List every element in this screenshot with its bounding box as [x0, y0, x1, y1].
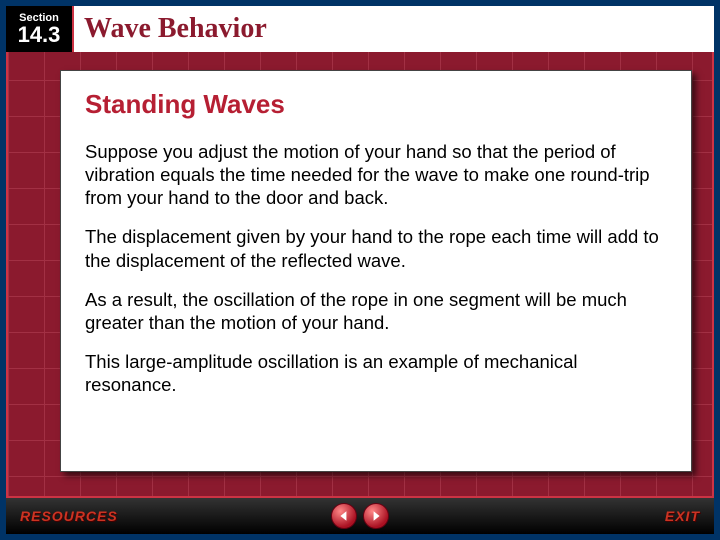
exit-button[interactable]: EXIT — [665, 508, 700, 524]
resources-button[interactable]: RESOURCES — [20, 508, 118, 524]
prev-button[interactable] — [331, 503, 357, 529]
section-box: Section 14.3 — [6, 6, 74, 52]
arrow-right-icon — [370, 510, 382, 522]
title-box: Wave Behavior — [74, 6, 714, 52]
section-number: 14.3 — [18, 24, 61, 46]
paragraph: The displacement given by your hand to t… — [85, 225, 667, 271]
content-card: Standing Waves Suppose you adjust the mo… — [60, 70, 692, 472]
chapter-title: Wave Behavior — [84, 13, 267, 45]
next-button[interactable] — [363, 503, 389, 529]
footer-bar: RESOURCES EXIT — [6, 496, 714, 534]
slide-subtitle: Standing Waves — [85, 89, 667, 120]
arrow-left-icon — [338, 510, 350, 522]
nav-arrows — [331, 503, 389, 529]
paragraph: This large-amplitude oscillation is an e… — [85, 350, 667, 396]
paragraph: As a result, the oscillation of the rope… — [85, 288, 667, 334]
paragraph: Suppose you adjust the motion of your ha… — [85, 140, 667, 209]
header-bar: Section 14.3 Wave Behavior — [6, 6, 714, 52]
